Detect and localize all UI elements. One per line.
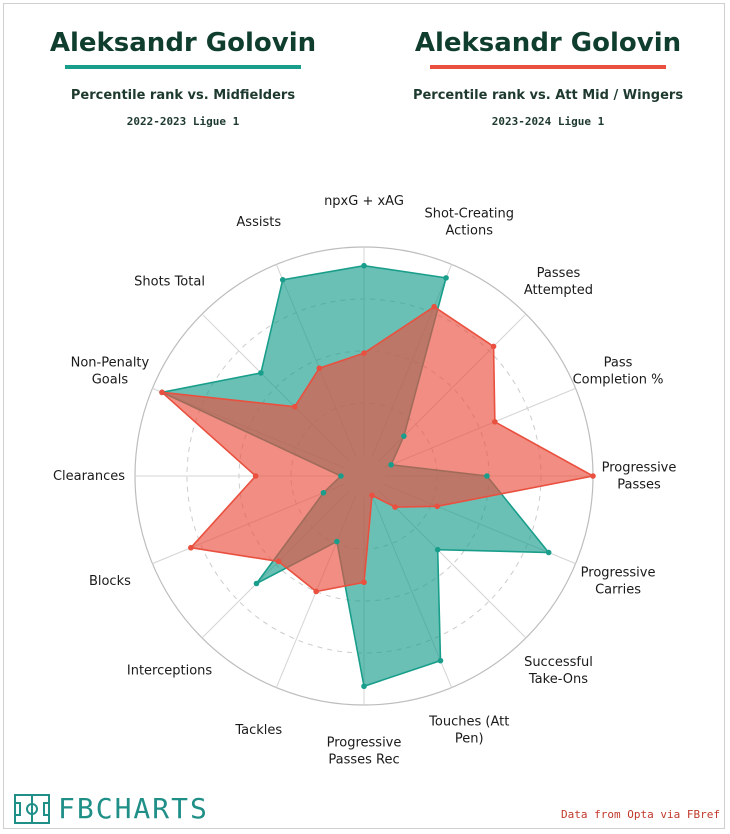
axis-label: Non-Penalty Goals [71, 355, 150, 387]
chart-frame [3, 3, 725, 829]
series-2-point [361, 350, 367, 356]
axis-label: Interceptions [127, 663, 213, 678]
series-2-point [369, 492, 375, 499]
axis-label: Progressive Carries [581, 566, 656, 598]
series-1-point [437, 657, 444, 664]
right-player-name: Aleksandr Golovin [414, 28, 682, 58]
series-2-point [188, 544, 194, 551]
data-source: Data from Opta via FBref [561, 808, 720, 821]
left-underline [65, 65, 301, 69]
axis-label: Tackles [234, 723, 282, 738]
left-player-name: Aleksandr Golovin [49, 28, 317, 58]
axis-label: Blocks [89, 574, 131, 589]
axis-label: Shot-Creating Actions [424, 206, 514, 238]
axis-label: Progressive Passes [602, 461, 677, 493]
series-1-point [434, 546, 441, 553]
axis-label: Passes Attempted [524, 266, 593, 298]
series-1-point [361, 262, 367, 269]
axis-label: Touches (Att Pen) [428, 715, 509, 747]
series-1-point [361, 683, 367, 690]
axis-label: Assists [236, 215, 281, 230]
axis-label: Successful Take-Ons [524, 655, 593, 687]
series-1-point [258, 370, 264, 376]
series-2-point [434, 503, 441, 510]
series-1-point [279, 277, 286, 283]
series-2-point [431, 303, 437, 310]
axis-label: Clearances [53, 469, 125, 484]
series-1-point [401, 433, 407, 439]
series-1-point [443, 275, 449, 281]
axis-label: Pass Completion % [573, 355, 664, 387]
series-2-point [492, 418, 498, 425]
series-2-point [275, 558, 282, 565]
right-comparison: Percentile rank vs. Att Mid / Wingers [412, 88, 684, 103]
left-comparison: Percentile rank vs. Midfielders [70, 88, 296, 103]
series-2-point [490, 343, 497, 350]
series-1-point [388, 461, 394, 468]
series-2-point [159, 389, 165, 396]
right-season: 2023-2024 Ligue 1 [491, 115, 605, 128]
series-1-point [253, 580, 260, 587]
series-2-point [392, 504, 398, 510]
series-1-point [338, 473, 344, 479]
left-season: 2022-2023 Ligue 1 [126, 115, 240, 128]
series-2-point [361, 579, 367, 586]
right-underline [430, 65, 666, 69]
series-2-point [291, 403, 298, 410]
pitch-icon [14, 793, 50, 824]
logo-text: FBCHARTS [58, 792, 209, 825]
series-1-point [334, 538, 340, 545]
series-1-point [484, 473, 490, 479]
fbcharts-logo: FBCHARTS [14, 792, 209, 825]
series-2-point [252, 473, 259, 479]
series-2-point [590, 473, 596, 479]
series-2-point [316, 365, 323, 372]
axis-label: Progressive Passes Rec [327, 736, 402, 768]
axis-label: Shots Total [134, 275, 205, 290]
series-1-point [320, 489, 327, 496]
series-1-point [545, 549, 552, 556]
axis-label: npxG + xAG [324, 194, 404, 209]
series-2-point [313, 588, 319, 595]
